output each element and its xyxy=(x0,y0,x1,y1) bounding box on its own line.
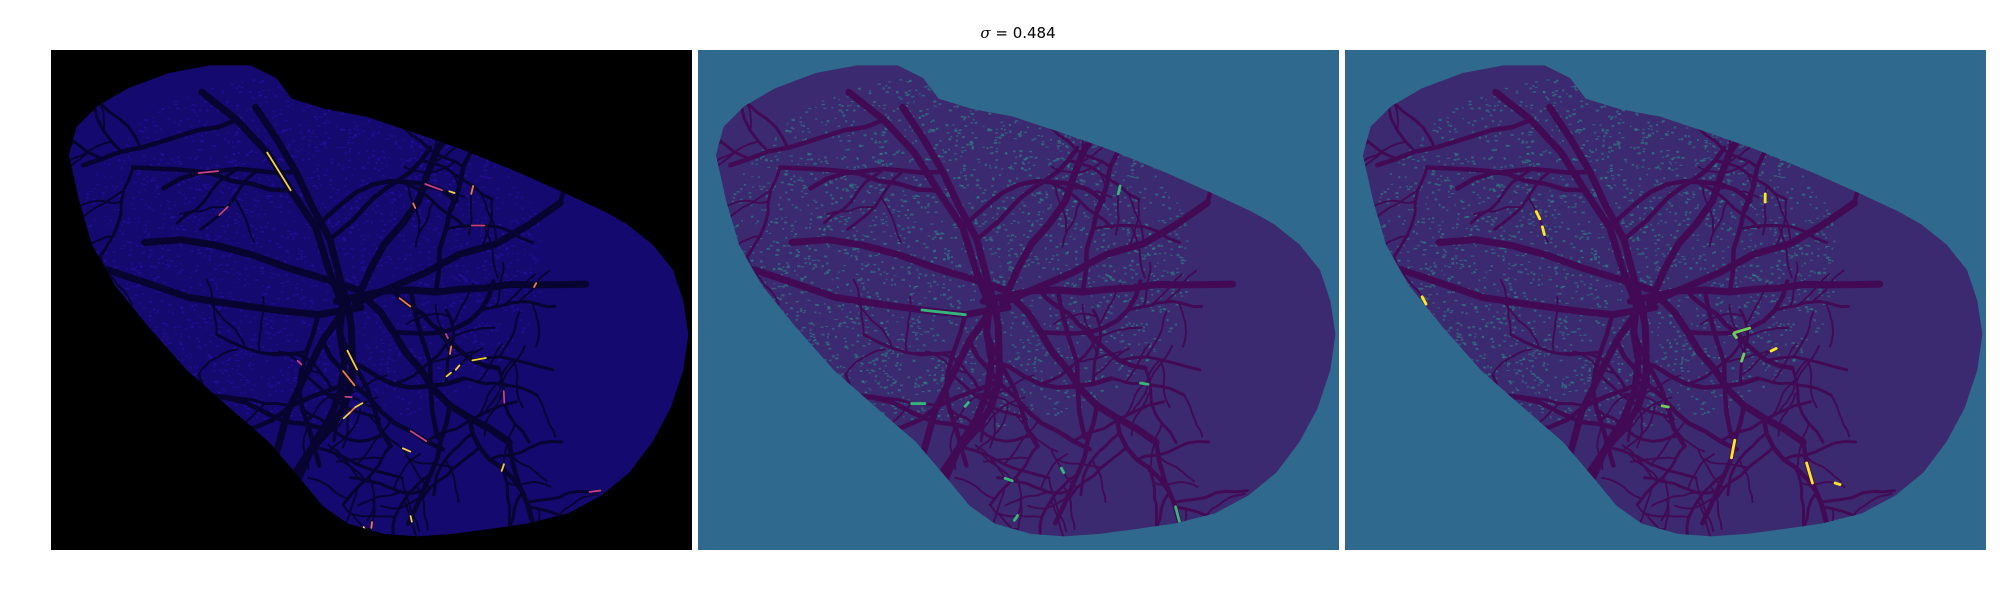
panel-raw-response xyxy=(51,50,692,550)
figure-title: σ = 0.484 xyxy=(0,24,2000,42)
vessel-image xyxy=(698,50,1339,550)
panel-binarized xyxy=(698,50,1339,550)
tissue-region xyxy=(1362,65,1983,537)
sigma-symbol: σ xyxy=(980,24,991,42)
tissue-region xyxy=(715,65,1336,537)
vessel-image xyxy=(51,50,692,550)
sigma-value: = 0.484 xyxy=(990,24,1056,42)
tissue-region xyxy=(68,65,689,537)
vessel-image xyxy=(1345,50,1986,550)
panel-thresholded xyxy=(1345,50,1986,550)
